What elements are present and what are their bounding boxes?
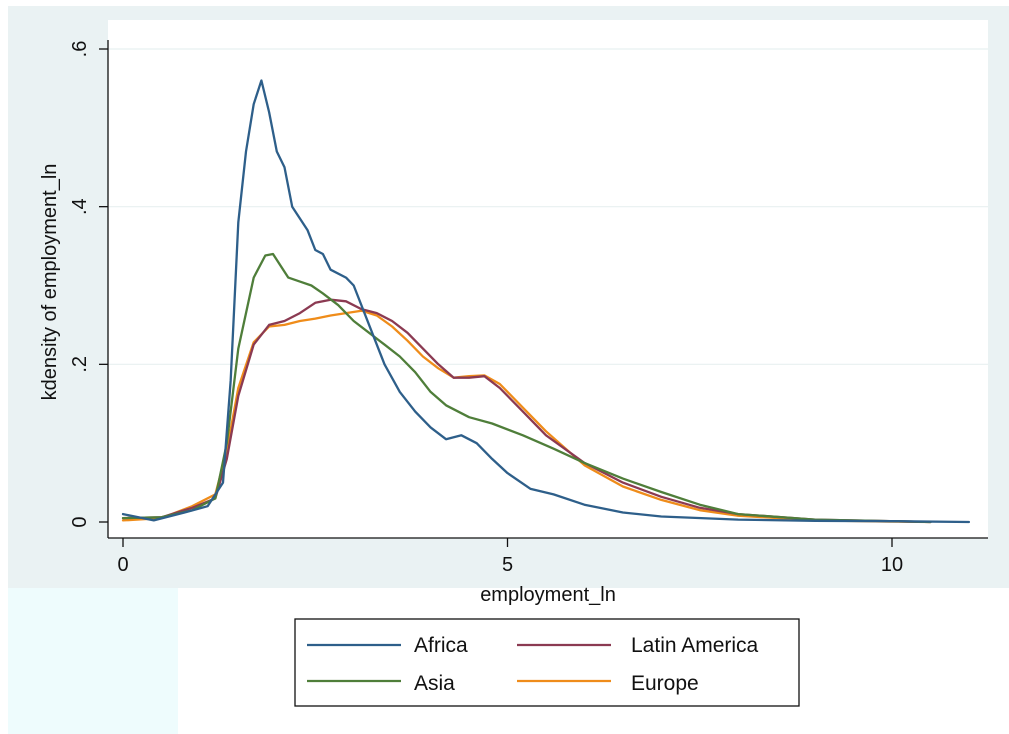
y-tick-label: 0 [69,516,91,527]
y-tick-label: .4 [69,198,91,215]
grid-lines [108,48,988,365]
left-lower-panel [8,588,178,734]
legend: Africa Latin America Asia Europe [294,618,800,707]
y-tick-label: .6 [69,41,91,58]
legend-label-europe: Europe [631,672,699,695]
x-tick-label: 10 [881,554,903,576]
x-tick-label: 5 [502,554,513,576]
plot-region [108,20,988,538]
legend-items: Africa Latin America Asia Europe [307,634,759,695]
series-line-europe [121,309,932,524]
legend-label-asia: Asia [414,672,455,695]
y-axis-title: kdensity of employment_ln [39,164,61,401]
y-ticks: 0 .2 .4 .6 [69,41,108,528]
x-ticks: 0 5 10 [117,538,903,576]
series-line-latin-america [121,298,932,524]
legend-box [294,618,800,707]
series-line-africa [121,79,971,524]
series-line-asia [121,252,932,524]
legend-label-africa: Africa [414,634,468,657]
x-axis-title: employment_ln [480,584,616,606]
legend-label-latin-america: Latin America [631,634,759,657]
series-lines [121,79,971,524]
x-tick-label: 0 [117,554,128,576]
y-tick-label: .2 [69,356,91,373]
plot-area [108,20,988,538]
